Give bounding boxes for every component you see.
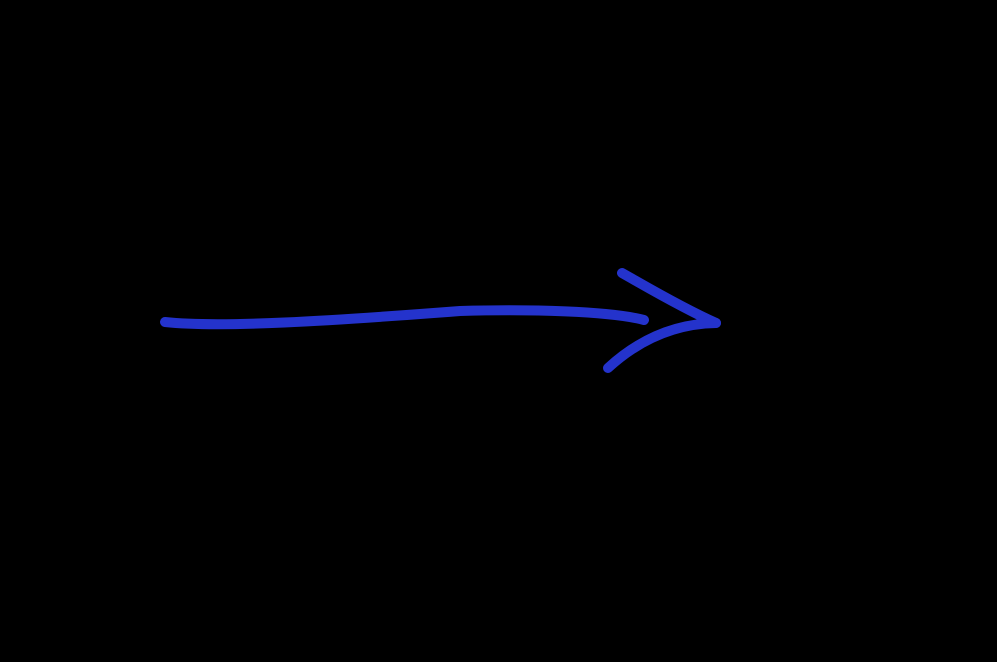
arrow-head-lower-stroke: [603, 318, 721, 373]
arrow-shaft: [160, 305, 649, 330]
arrow-head-upper-stroke: [617, 268, 721, 328]
